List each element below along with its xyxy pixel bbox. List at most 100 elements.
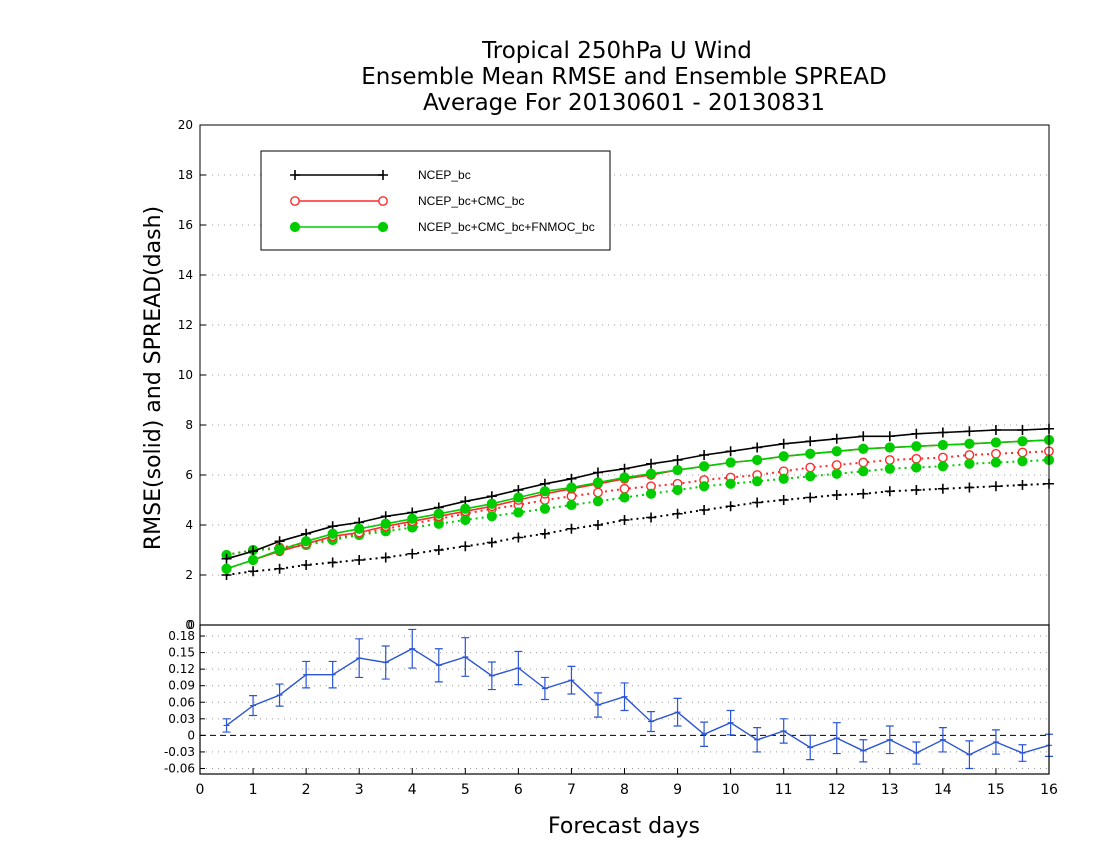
data-point bbox=[593, 487, 603, 498]
data-point bbox=[539, 528, 550, 539]
legend-marker bbox=[290, 196, 300, 206]
error-bar bbox=[434, 648, 443, 683]
data-point bbox=[831, 446, 842, 457]
legend-marker bbox=[378, 170, 388, 180]
y-tick-label: 0 bbox=[187, 728, 195, 742]
data-point bbox=[672, 508, 683, 519]
data-point bbox=[1017, 456, 1028, 467]
x-tick-label: 3 bbox=[355, 782, 364, 798]
series-ncep-bc-cmc-bc-spread bbox=[221, 446, 1054, 560]
series-line bbox=[226, 482, 1050, 576]
data-point bbox=[672, 484, 683, 496]
data-point bbox=[831, 433, 842, 444]
x-tick-label: 8 bbox=[620, 782, 629, 798]
difference-series bbox=[222, 628, 1053, 770]
error-bar bbox=[991, 729, 1000, 755]
title-line-2: Ensemble Mean RMSE and Ensemble SPREAD bbox=[361, 64, 886, 90]
error-bar bbox=[408, 628, 417, 669]
data-point bbox=[274, 563, 285, 574]
x-tick-label: 5 bbox=[461, 782, 470, 798]
data-point bbox=[513, 532, 524, 543]
data-point bbox=[221, 553, 232, 564]
series-ncep-bc-cmc-bc-fnmoc-bc-rmse bbox=[221, 434, 1055, 574]
y-tick-label: -0.03 bbox=[164, 745, 195, 759]
x-tick-label: 1 bbox=[249, 782, 258, 798]
y-tick-label: 0.18 bbox=[168, 629, 195, 643]
series-ncep-bc-rmse bbox=[221, 423, 1054, 564]
data-point bbox=[566, 473, 577, 484]
y-tick-label: 16 bbox=[178, 218, 193, 232]
data-point bbox=[858, 457, 869, 468]
title-line-3: Average For 20130601 - 20130831 bbox=[423, 90, 825, 116]
data-point bbox=[1017, 436, 1028, 447]
data-point bbox=[752, 497, 763, 508]
data-point bbox=[380, 518, 391, 529]
data-point bbox=[592, 477, 604, 488]
data-point bbox=[539, 503, 551, 514]
data-point bbox=[964, 438, 975, 449]
y-tick-label: 10 bbox=[178, 368, 193, 382]
data-point bbox=[645, 468, 657, 479]
series-ncep-bc-cmc-bc-rmse bbox=[221, 435, 1054, 574]
data-point bbox=[831, 490, 842, 500]
data-point bbox=[831, 460, 842, 470]
data-point bbox=[1017, 480, 1028, 490]
data-point bbox=[858, 443, 869, 454]
error-bar bbox=[1018, 744, 1027, 762]
data-point bbox=[698, 461, 710, 472]
y-tick-label: 0.03 bbox=[168, 712, 195, 726]
data-point bbox=[672, 455, 683, 465]
data-point bbox=[911, 462, 922, 473]
data-point bbox=[380, 552, 391, 563]
y-tick-label: -0.06 bbox=[164, 761, 195, 775]
error-bar bbox=[806, 734, 815, 761]
x-tick-label: 6 bbox=[514, 782, 523, 798]
title-line-1: Tropical 250hPa U Wind bbox=[481, 38, 752, 64]
x-tick-label: 12 bbox=[828, 782, 846, 798]
data-point bbox=[354, 523, 365, 534]
data-point bbox=[407, 513, 418, 524]
y-tick-label: 0.09 bbox=[168, 679, 195, 693]
x-tick-label: 7 bbox=[567, 782, 576, 798]
error-bar bbox=[647, 711, 656, 733]
error-bar bbox=[620, 682, 629, 712]
error-bar bbox=[540, 676, 549, 701]
y-tick-label: 6 bbox=[185, 468, 193, 482]
data-point bbox=[566, 482, 577, 493]
data-point bbox=[619, 483, 630, 494]
data-point bbox=[354, 555, 365, 565]
data-point bbox=[805, 462, 816, 473]
data-point bbox=[937, 483, 948, 494]
data-point bbox=[698, 481, 710, 492]
series-line bbox=[226, 459, 1050, 556]
series-ncep-bc-spread bbox=[221, 478, 1054, 580]
legend: NCEP_bc NCEP_bc+CMC_bc NCEP_bc+CMC_bc+FNMO… bbox=[260, 150, 611, 251]
data-point bbox=[248, 546, 259, 557]
x-tick-label: 9 bbox=[673, 782, 682, 798]
y-tick-label: 14 bbox=[178, 268, 193, 282]
legend-marker bbox=[377, 221, 389, 233]
data-point bbox=[460, 514, 471, 526]
x-axis-title: Forecast days bbox=[548, 814, 700, 839]
error-bar bbox=[859, 739, 868, 763]
data-point bbox=[884, 455, 895, 465]
data-point bbox=[911, 441, 922, 452]
data-point bbox=[964, 482, 975, 493]
data-point bbox=[964, 458, 975, 469]
error-bar bbox=[355, 638, 364, 679]
data-point bbox=[858, 488, 869, 499]
data-point bbox=[433, 508, 444, 519]
error-bar bbox=[938, 727, 947, 753]
data-point bbox=[1017, 447, 1028, 458]
x-tick-label: 4 bbox=[408, 782, 417, 798]
y-axis-title: RMSE(solid) and SPREAD(dash) bbox=[141, 206, 166, 550]
y-tick-label: 18 bbox=[178, 168, 193, 182]
data-point bbox=[327, 528, 338, 539]
data-point bbox=[937, 452, 948, 463]
data-point bbox=[645, 488, 657, 499]
legend-label: NCEP_bc+CMC_bc bbox=[418, 194, 524, 208]
y-tick-label: 12 bbox=[178, 318, 193, 332]
data-point bbox=[274, 536, 285, 547]
data-point bbox=[831, 468, 842, 479]
